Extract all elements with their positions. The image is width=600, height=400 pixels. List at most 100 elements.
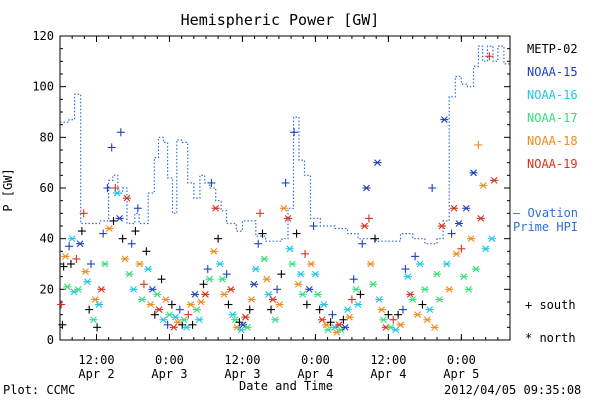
point-mark bbox=[382, 323, 390, 331]
data-point-noaa-17 bbox=[369, 280, 378, 288]
data-point-noaa-15 bbox=[398, 305, 407, 314]
point-mark bbox=[147, 301, 154, 308]
point-mark bbox=[482, 245, 490, 253]
data-point-noaa-18 bbox=[345, 313, 354, 321]
data-point-metp-02 bbox=[93, 323, 102, 332]
legend-noaa-15: NOAA-15 bbox=[527, 65, 578, 79]
data-point-noaa-19 bbox=[485, 52, 494, 61]
legend-metp-02: METP-02 bbox=[527, 42, 578, 56]
point-mark bbox=[250, 280, 258, 288]
point-mark bbox=[431, 323, 438, 331]
ovation-legend-line2: Prime HPI bbox=[513, 220, 579, 234]
data-point-noaa-19 bbox=[476, 215, 485, 222]
data-point-noaa-16 bbox=[442, 260, 451, 268]
data-point-noaa-19 bbox=[79, 209, 88, 218]
data-point-noaa-18 bbox=[121, 255, 130, 263]
data-point-metp-02 bbox=[418, 300, 427, 309]
data-point-noaa-18 bbox=[307, 260, 316, 268]
data-point-noaa-17 bbox=[89, 316, 98, 324]
data-point-noaa-16 bbox=[264, 291, 273, 298]
data-point-noaa-15 bbox=[462, 204, 471, 212]
data-point-metp-02 bbox=[58, 320, 67, 329]
point-mark bbox=[195, 316, 203, 324]
data-point-noaa-17 bbox=[352, 285, 361, 293]
data-point-noaa-15 bbox=[440, 116, 449, 123]
point-mark bbox=[105, 225, 113, 232]
point-mark bbox=[82, 268, 89, 275]
data-point-noaa-17 bbox=[192, 306, 201, 313]
data-point-noaa-15 bbox=[290, 128, 299, 137]
point-mark bbox=[344, 306, 352, 313]
data-point-noaa-15 bbox=[163, 320, 172, 329]
data-point-noaa-15 bbox=[349, 275, 358, 284]
data-point-noaa-18 bbox=[377, 306, 386, 313]
data-point-noaa-19 bbox=[184, 310, 193, 319]
data-point-metp-02 bbox=[339, 315, 348, 324]
point-mark bbox=[271, 316, 279, 324]
data-point-noaa-17 bbox=[271, 316, 280, 324]
data-point-noaa-15 bbox=[454, 220, 463, 227]
x-tick-label-time: 12:00 bbox=[224, 353, 260, 367]
data-point-noaa-15 bbox=[401, 265, 410, 274]
x-tick-label-time: 0:00 bbox=[301, 353, 330, 367]
plot-credit: Plot: CCMC bbox=[3, 383, 76, 397]
data-point-noaa-15 bbox=[87, 260, 96, 268]
point-mark bbox=[153, 291, 161, 298]
y-tick-label: 0 bbox=[47, 333, 54, 347]
data-point-metp-02 bbox=[394, 310, 403, 319]
data-point-noaa-18 bbox=[61, 253, 70, 260]
data-point-noaa-19 bbox=[335, 321, 344, 329]
point-mark bbox=[170, 323, 178, 331]
data-point-metp-02 bbox=[77, 227, 86, 236]
point-mark bbox=[210, 247, 218, 255]
data-point-noaa-15 bbox=[175, 305, 184, 314]
data-point-noaa-18 bbox=[279, 204, 288, 212]
data-point-noaa-15 bbox=[428, 184, 437, 192]
point-mark bbox=[172, 313, 179, 321]
data-point-noaa-18 bbox=[262, 275, 271, 283]
x-tick-label-date: Apr 4 bbox=[297, 367, 333, 381]
data-point-noaa-18 bbox=[366, 260, 375, 268]
data-point-noaa-15 bbox=[328, 310, 337, 319]
data-point-noaa-18 bbox=[81, 268, 90, 275]
data-point-noaa-19 bbox=[268, 296, 277, 303]
data-point-metp-02 bbox=[109, 216, 118, 225]
point-mark bbox=[144, 265, 152, 273]
data-point-noaa-16 bbox=[391, 326, 400, 334]
point-mark bbox=[479, 182, 487, 189]
point-mark bbox=[155, 306, 163, 313]
data-point-noaa-19 bbox=[347, 295, 356, 304]
y-axis-label: P [GW] bbox=[1, 168, 15, 211]
point-mark bbox=[101, 260, 109, 268]
point-mark bbox=[90, 316, 97, 324]
data-point-noaa-16 bbox=[83, 278, 92, 286]
point-mark bbox=[97, 285, 105, 293]
point-mark bbox=[455, 220, 463, 227]
x-tick-label-date: Apr 2 bbox=[78, 367, 114, 381]
data-point-metp-02 bbox=[245, 305, 254, 314]
point-mark bbox=[374, 159, 381, 167]
data-point-noaa-19 bbox=[155, 306, 164, 313]
data-point-noaa-17 bbox=[74, 285, 83, 293]
point-mark bbox=[183, 323, 190, 331]
data-point-noaa-18 bbox=[479, 182, 488, 189]
chart-title: Hemispheric Power [GW] bbox=[181, 11, 380, 29]
data-point-noaa-18 bbox=[186, 301, 195, 308]
data-point-noaa-15 bbox=[362, 184, 371, 192]
data-point-noaa-19 bbox=[57, 300, 66, 309]
point-mark bbox=[312, 270, 319, 278]
point-mark bbox=[367, 260, 375, 268]
data-point-metp-02 bbox=[157, 275, 166, 284]
data-point-metp-02 bbox=[267, 305, 276, 314]
data-point-noaa-16 bbox=[195, 316, 204, 324]
point-mark bbox=[286, 245, 294, 253]
data-point-noaa-17 bbox=[260, 255, 269, 263]
data-point-noaa-18 bbox=[445, 285, 454, 293]
ovation-legend-line1: — Ovation bbox=[513, 206, 579, 220]
point-mark bbox=[490, 177, 498, 184]
data-point-noaa-15 bbox=[127, 239, 136, 248]
data-point-noaa-15 bbox=[358, 239, 367, 248]
data-point-noaa-19 bbox=[406, 291, 415, 298]
data-point-metp-02 bbox=[302, 300, 311, 309]
